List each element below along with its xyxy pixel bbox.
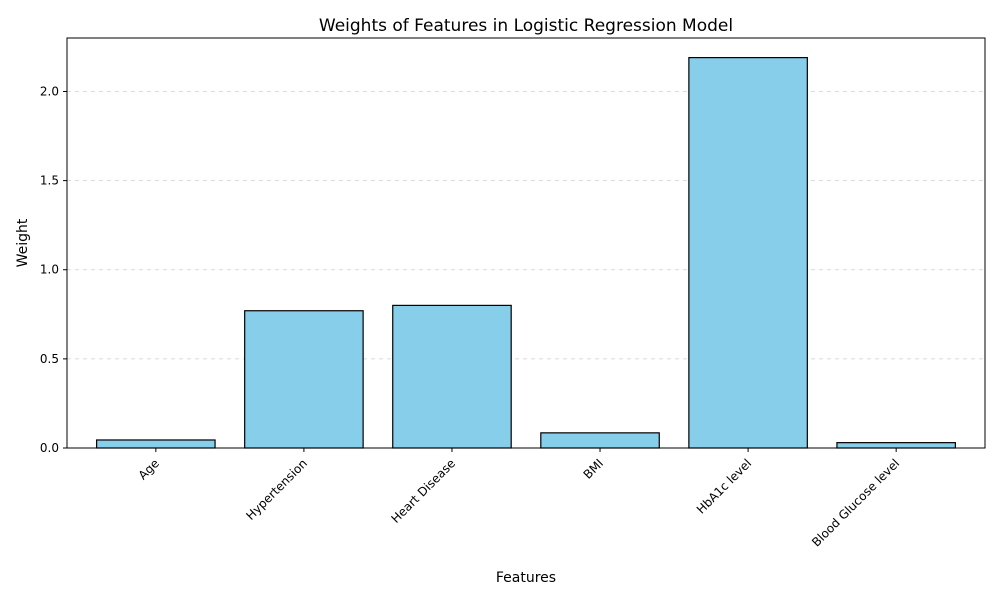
grid-lines bbox=[67, 91, 985, 360]
x-tick-label: Blood Glucose level bbox=[809, 456, 902, 549]
x-tick-label: BMI bbox=[581, 456, 607, 482]
bar-hypertension bbox=[244, 310, 364, 449]
y-tick-label: 0.0 bbox=[40, 441, 59, 455]
y-axis-ticks: 0.0 0.5 1.0 1.5 2.0 bbox=[40, 84, 67, 455]
x-axis-label: Features bbox=[496, 570, 556, 586]
y-tick-label: 1.0 bbox=[40, 263, 59, 277]
x-tick-label: Heart Disease bbox=[388, 456, 458, 526]
bar-age bbox=[96, 439, 216, 449]
bars bbox=[96, 57, 956, 449]
bar-bmi bbox=[540, 432, 660, 449]
x-tick-label: Age bbox=[136, 456, 162, 482]
x-axis-ticks: Age Hypertension Heart Disease BMI HbA1c lev… bbox=[136, 448, 902, 549]
bar-heart-disease bbox=[392, 304, 512, 449]
plot-frame bbox=[66, 37, 986, 449]
y-tick-label: 1.5 bbox=[40, 174, 59, 188]
y-tick-label: 0.5 bbox=[40, 352, 59, 366]
chart-title: Weights of Features in Logistic Regressi… bbox=[319, 16, 733, 36]
bar-hba1c-level bbox=[688, 57, 808, 449]
x-tick-label: HbA1c level bbox=[694, 456, 754, 516]
y-axis-label: Weight bbox=[15, 218, 31, 267]
bar-blood-glucose-level bbox=[836, 442, 956, 449]
x-tick-label: Hypertension bbox=[243, 456, 310, 523]
y-tick-label: 2.0 bbox=[40, 84, 59, 98]
